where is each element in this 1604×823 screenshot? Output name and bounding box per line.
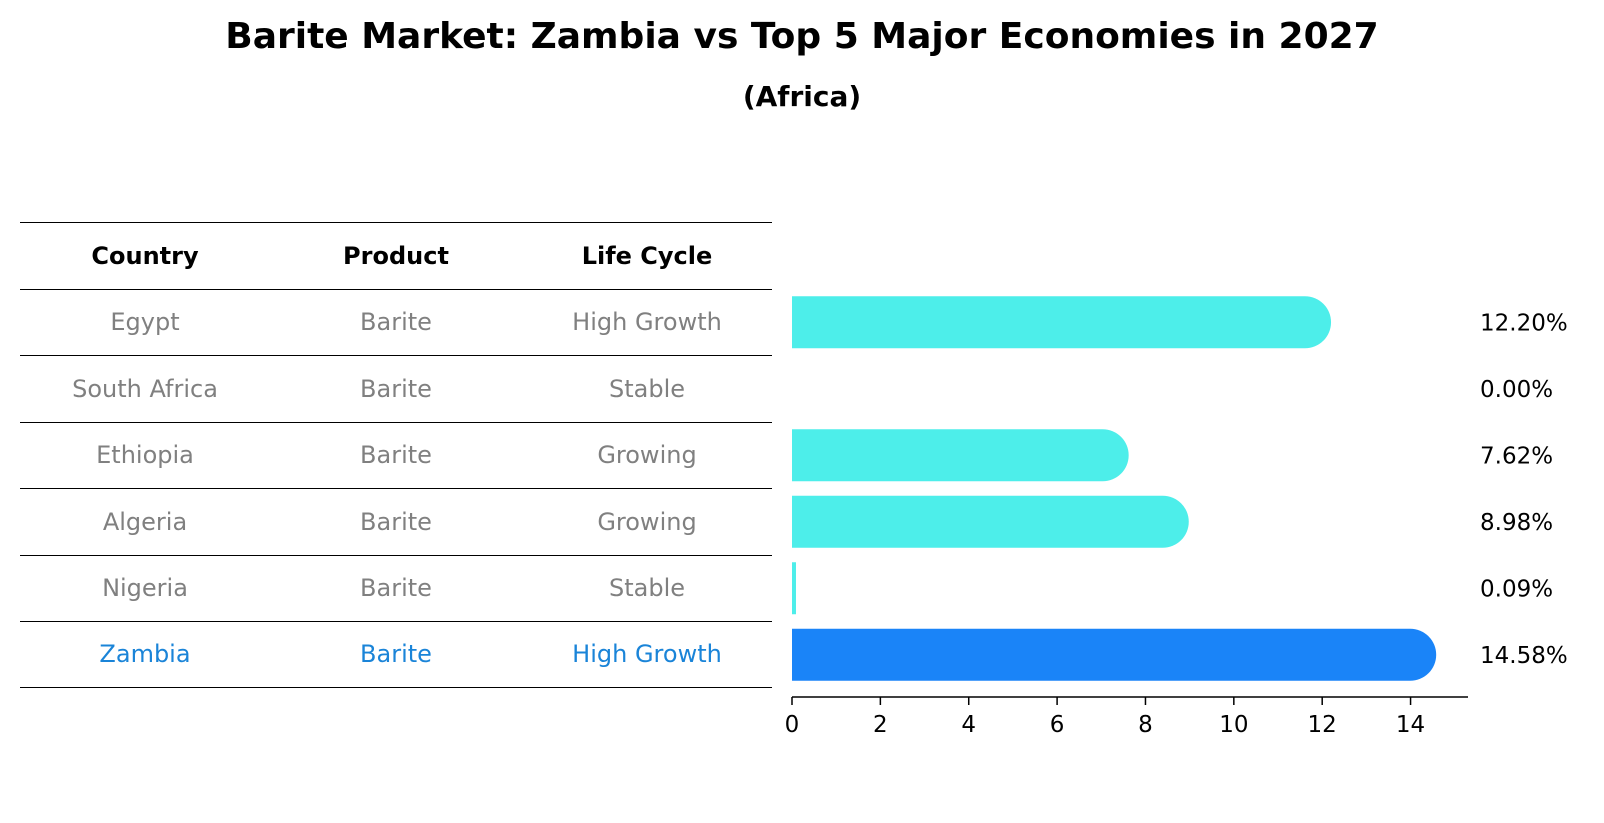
cell-country: Zambia xyxy=(99,640,191,669)
header-life-cycle: Life Cycle xyxy=(581,241,713,270)
cell-country: Egypt xyxy=(110,308,180,337)
cell-product: Barite xyxy=(360,574,432,603)
data-label: 7.62% xyxy=(1480,443,1553,469)
cell-life-cycle: Growing xyxy=(597,507,697,536)
table-row: Egypt Barite High Growth xyxy=(20,288,772,356)
cell-product: Barite xyxy=(360,441,432,470)
data-label: 14.58% xyxy=(1480,643,1568,669)
data-label: 0.00% xyxy=(1480,377,1553,403)
table-row: South Africa Barite Stable xyxy=(20,355,772,422)
data-label: 8.98% xyxy=(1480,510,1553,536)
table-row: Nigeria Barite Stable xyxy=(20,554,772,622)
header-product: Product xyxy=(343,241,449,270)
cell-country: Ethiopia xyxy=(96,441,194,470)
x-tick-label: 2 xyxy=(873,712,888,738)
cell-product: Barite xyxy=(360,308,432,337)
cell-life-cycle: High Growth xyxy=(572,308,722,337)
table-row-highlighted: Zambia Barite High Growth xyxy=(20,621,772,688)
table-header-row: Country Product Life Cycle xyxy=(20,222,772,289)
data-table: Country Product Life Cycle Egypt Barite … xyxy=(20,222,772,688)
bar xyxy=(792,429,1129,482)
cell-product: Barite xyxy=(360,507,432,536)
cell-product: Barite xyxy=(360,374,432,403)
cell-country: Nigeria xyxy=(102,574,188,603)
cell-life-cycle: High Growth xyxy=(572,640,722,669)
x-tick-label: 12 xyxy=(1308,712,1337,738)
x-tick-label: 0 xyxy=(785,712,800,738)
table-row: Ethiopia Barite Growing xyxy=(20,421,772,489)
header-country: Country xyxy=(91,241,199,270)
chart-subtitle: (Africa) xyxy=(742,80,862,113)
bar xyxy=(792,628,1437,681)
x-tick-label: 14 xyxy=(1396,712,1425,738)
x-tick-label: 4 xyxy=(961,712,976,738)
bar xyxy=(792,495,1189,548)
x-tick-label: 10 xyxy=(1219,712,1248,738)
data-label: 12.20% xyxy=(1480,310,1568,336)
bar xyxy=(792,296,1332,349)
chart-title: Barite Market: Zambia vs Top 5 Major Eco… xyxy=(225,16,1379,57)
cell-life-cycle: Stable xyxy=(608,374,686,403)
cell-life-cycle: Stable xyxy=(608,574,686,603)
data-label: 0.09% xyxy=(1480,576,1553,602)
cell-country: Algeria xyxy=(102,507,188,536)
x-tick-label: 8 xyxy=(1138,712,1153,738)
bar xyxy=(792,562,796,615)
table-row: Algeria Barite Growing xyxy=(20,488,772,555)
cell-product: Barite xyxy=(360,640,432,669)
cell-life-cycle: Growing xyxy=(597,441,697,470)
cell-country: South Africa xyxy=(72,374,218,403)
x-tick-label: 6 xyxy=(1050,712,1065,738)
